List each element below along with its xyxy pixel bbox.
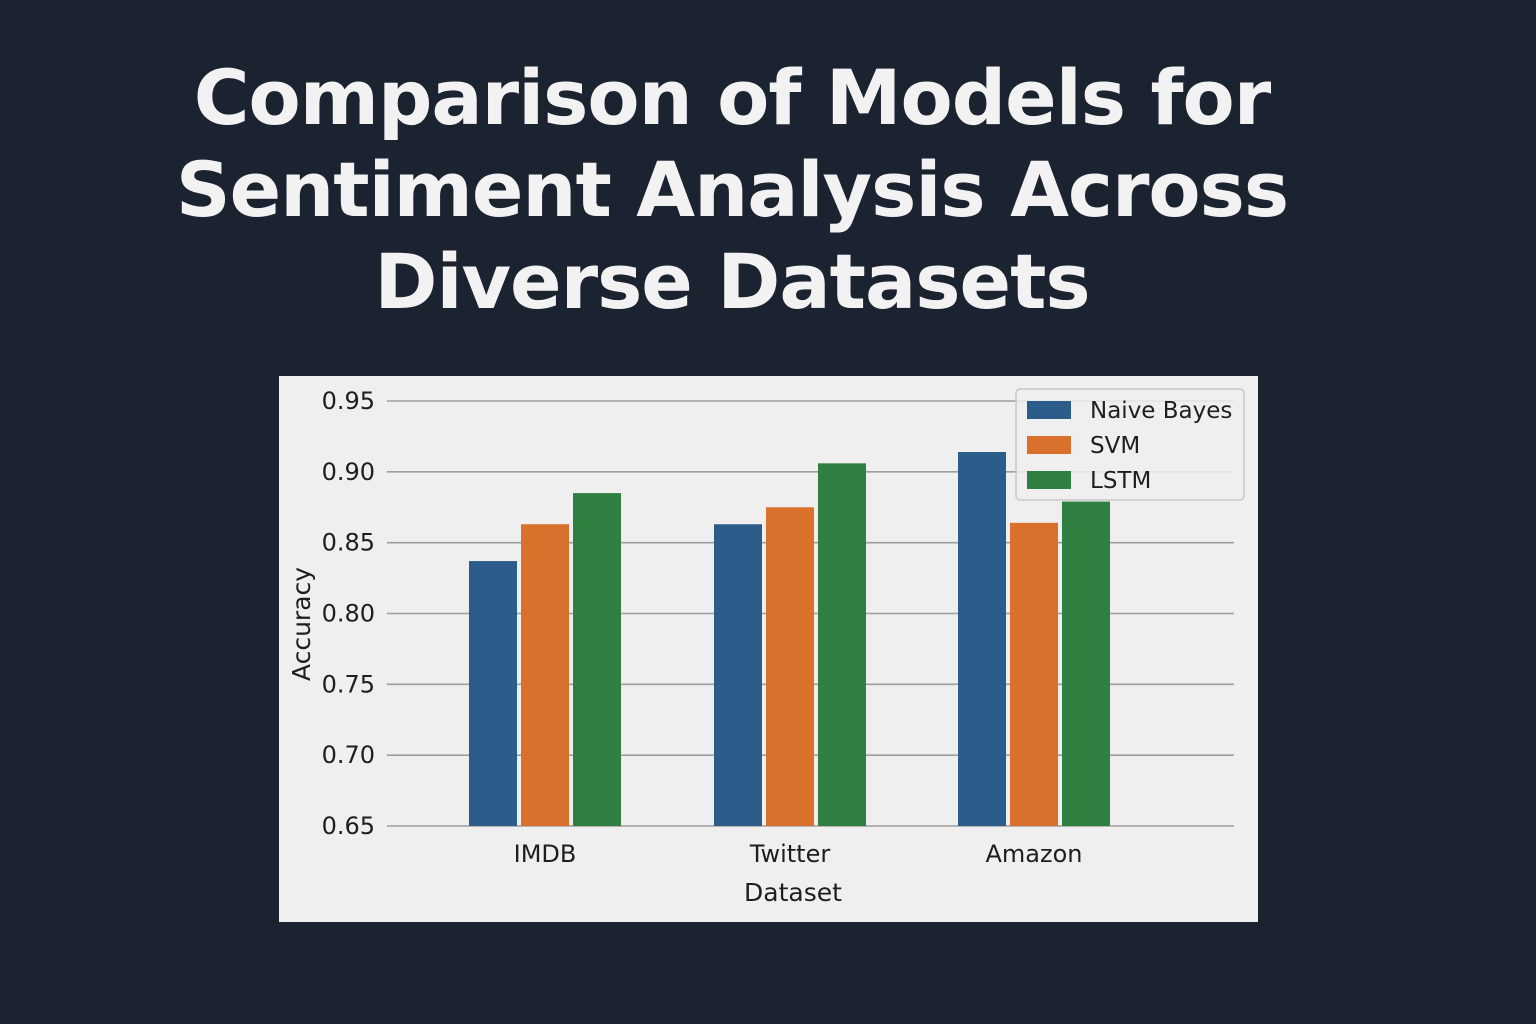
- bar-lstm-amazon: [1062, 501, 1110, 826]
- x-tick-label: Twitter: [749, 840, 831, 868]
- y-tick-label: 0.90: [322, 458, 375, 486]
- chart-panel: 0.95 0.90 0.85 0.80 0.75 0.70 0.65 IMDB Twitter…: [279, 376, 1258, 922]
- y-tick-label: 0.75: [322, 670, 375, 698]
- x-axis-label: Dataset: [744, 878, 842, 907]
- y-axis-ticks: 0.95 0.90 0.85 0.80 0.75 0.70 0.65: [322, 387, 375, 840]
- bars: [469, 452, 1110, 826]
- bar-lstm-imdb: [573, 493, 621, 826]
- chart-title: Comparison of Models for Sentiment Analy…: [0, 52, 1464, 328]
- legend-frame: [1015, 388, 1245, 501]
- legend-label: Naive Bayes: [1090, 398, 1232, 424]
- y-tick-label: 0.70: [322, 741, 375, 769]
- title-line-3: Diverse Datasets: [374, 237, 1090, 326]
- title-line-2: Sentiment Analysis Across: [175, 145, 1289, 234]
- title-line-1: Comparison of Models for: [193, 53, 1271, 142]
- bar-lstm-twitter: [818, 463, 866, 826]
- bar-naive-bayes-amazon: [958, 452, 1006, 826]
- bar-svm-imdb: [521, 524, 569, 826]
- bar-naive-bayes-imdb: [469, 561, 517, 826]
- y-tick-label: 0.95: [322, 387, 375, 415]
- y-tick-label: 0.85: [322, 529, 375, 557]
- y-axis-label: Accuracy: [287, 567, 316, 681]
- bar-svm-twitter: [766, 507, 814, 826]
- bar-naive-bayes-twitter: [714, 524, 762, 826]
- legend-label: SVM: [1090, 433, 1140, 459]
- x-tick-label: IMDB: [514, 840, 577, 868]
- legend-swatch: [1027, 401, 1071, 419]
- legend-swatch: [1027, 436, 1071, 454]
- legend: Naive Bayes SVM LSTM: [1015, 388, 1245, 501]
- legend-swatch: [1027, 471, 1071, 489]
- bar-chart: 0.95 0.90 0.85 0.80 0.75 0.70 0.65 IMDB Twitter…: [287, 387, 1245, 907]
- y-tick-label: 0.65: [322, 812, 375, 840]
- y-tick-label: 0.80: [322, 600, 375, 628]
- legend-label: LSTM: [1090, 468, 1151, 494]
- bar-svm-amazon: [1010, 522, 1058, 826]
- x-axis-ticks: IMDB Twitter Amazon: [514, 840, 1083, 868]
- x-tick-label: Amazon: [986, 840, 1083, 868]
